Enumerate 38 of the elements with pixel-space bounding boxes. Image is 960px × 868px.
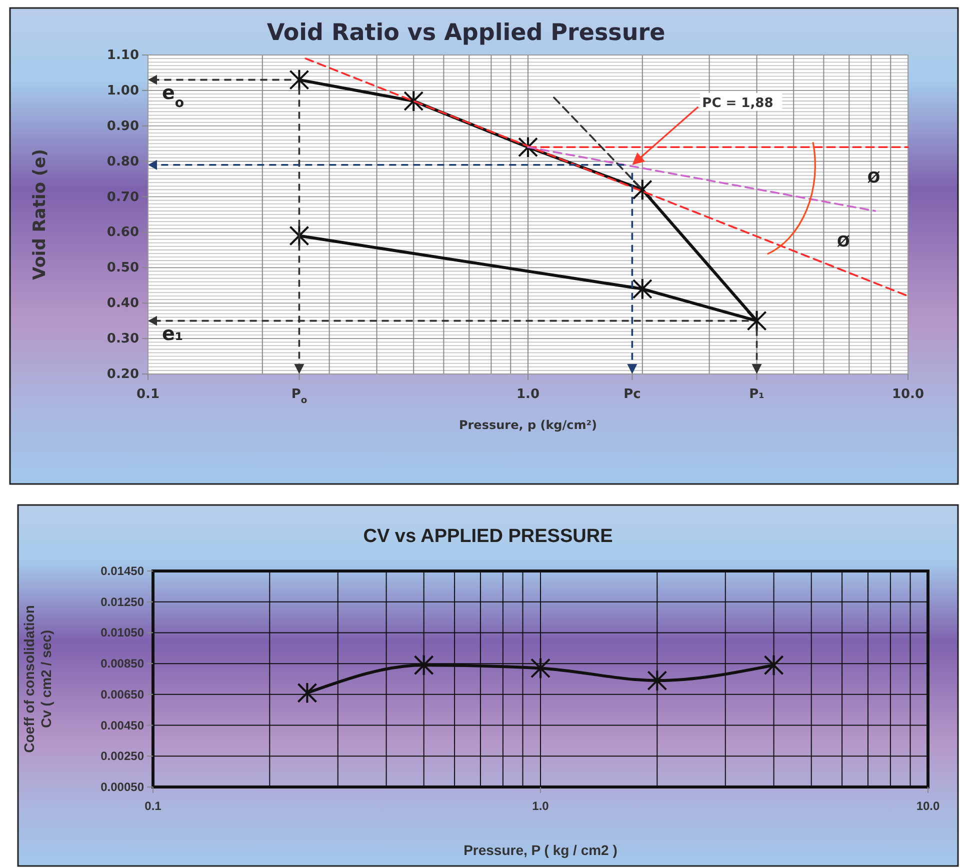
x-tick-label: 0.1 [136, 387, 160, 402]
x-tick-label: 0.1 [144, 799, 162, 813]
x-tick-label: 1.0 [532, 799, 550, 813]
y-tick-label: 0.50 [106, 260, 139, 276]
chart-title: Void Ratio vs Applied Pressure [266, 20, 666, 46]
x-axis-title: Pressure, P ( kg / cm2 ) [464, 842, 618, 858]
y-tick-label: 0.01050 [100, 626, 144, 640]
annotation: e$_{o}$ [162, 82, 184, 110]
y-tick-label: 0.30 [106, 332, 139, 347]
y-tick-label: 0.60 [106, 225, 139, 240]
x-tick-label: P₁ [749, 387, 764, 402]
y-axis-title: Coeff of consolidation Cv ( cm2 / sec) [21, 605, 54, 753]
x-tick-label: 10.0 [892, 387, 924, 402]
annotation: PC = 1,88 [702, 96, 774, 111]
y-tick-label: 0.00650 [100, 687, 144, 702]
x-tick-label: P$_{o}$ [291, 387, 308, 406]
y-tick-label: 0.01450 [100, 564, 144, 578]
y-tick-label: 0.90 [106, 118, 139, 134]
y-tick-label: 0.00250 [100, 749, 144, 764]
annotation: e₁ [162, 322, 184, 345]
y-tick-label: 1.10 [106, 48, 139, 63]
x-tick-label: Pc [624, 387, 641, 402]
y-tick-label: 0.70 [106, 190, 139, 205]
x-axis-title: Pressure, p (kg/cm²) [458, 418, 598, 432]
y-axis-title: Void Ratio (e) [30, 148, 50, 280]
y-tick-label: 0.40 [106, 296, 139, 312]
y-tick-label: 0.00450 [100, 718, 144, 732]
x-tick-label: 10.0 [916, 799, 940, 813]
y-tick-label: 0.00850 [100, 656, 144, 671]
x-tick-label: 1.0 [516, 387, 540, 402]
annotation: Ø [837, 232, 850, 250]
chart-title: CV vs APPLIED PRESSURE [363, 526, 613, 547]
y-tick-label: 0.20 [106, 367, 139, 382]
y-tick-label: 0.80 [106, 154, 139, 170]
y-tick-label: 0.00050 [100, 780, 144, 794]
annotation: Ø [867, 168, 880, 187]
y-tick-label: 0.01250 [100, 594, 144, 609]
y-tick-label: 1.00 [106, 83, 139, 98]
